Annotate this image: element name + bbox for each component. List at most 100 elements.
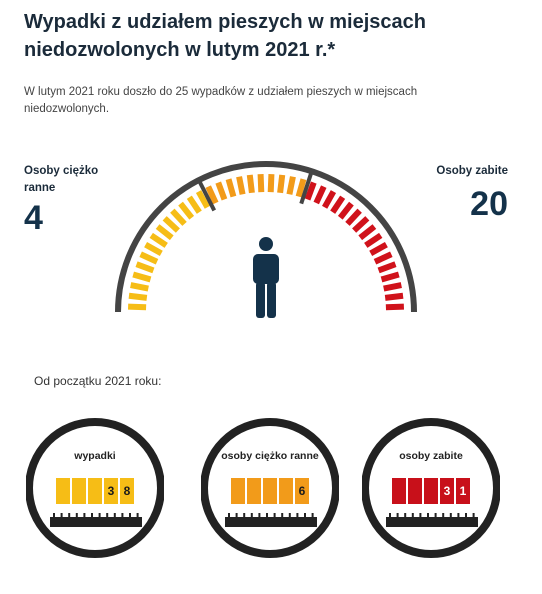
- digit-cell: [279, 478, 293, 504]
- right-stat-value: 20: [470, 185, 508, 223]
- ruler-tick: [434, 513, 437, 519]
- gauge-segment: [313, 185, 327, 205]
- ruler-tick: [129, 513, 131, 519]
- digit-cells: 6: [231, 478, 309, 504]
- gauge-segment: [130, 282, 149, 292]
- counter-label: wypadki: [74, 450, 116, 462]
- digit-cell: [392, 478, 406, 504]
- ruler-tick: [266, 513, 268, 517]
- gauge-segment: [236, 176, 246, 195]
- counter-3: osoby zabite 3 1: [362, 414, 500, 562]
- ruler-tick: [465, 513, 467, 519]
- ruler-tick: [121, 513, 124, 517]
- gauge-segment: [295, 178, 307, 198]
- ruler-tick: [457, 513, 460, 517]
- counter-label: osoby ciężko ranne: [221, 450, 319, 462]
- gauge-segment: [358, 224, 377, 241]
- ruler-tick: [427, 513, 429, 517]
- since-label: Od początku 2021 roku:: [34, 374, 162, 388]
- gauge-divider: [197, 179, 217, 212]
- gauge-segment: [384, 292, 404, 301]
- gauge-segment: [225, 178, 237, 198]
- gauge-segments: [127, 170, 405, 311]
- digit-cell: [263, 478, 277, 504]
- gauge: [115, 161, 417, 318]
- gauge-segment: [380, 271, 400, 283]
- gauge-segment: [128, 292, 148, 301]
- gauge-frame: [115, 161, 417, 313]
- digit-cell: [72, 478, 86, 504]
- counter-2: osoby ciężko ranne 6: [201, 414, 339, 562]
- digit-cell: 6: [295, 478, 309, 504]
- digit-cell: [88, 478, 102, 504]
- ruler-tick: [53, 513, 55, 519]
- gauge-segment: [127, 303, 147, 311]
- gauge-segment: [385, 303, 405, 311]
- gauge-segment: [132, 271, 152, 283]
- left-stat-label: Osoby ciężko ranne: [24, 165, 99, 194]
- gauge-segment: [337, 201, 354, 220]
- gauge-segment: [277, 174, 286, 194]
- gauge-segment: [286, 176, 296, 195]
- ruler-tick: [91, 513, 93, 517]
- gauge-segment: [155, 224, 174, 241]
- gauge-segment: [369, 241, 388, 256]
- ruler-tick: [243, 513, 246, 519]
- ruler-bar: [50, 517, 142, 527]
- ruler-tick: [288, 513, 291, 519]
- ruler-tick: [472, 513, 475, 517]
- right-stat-label: Osoby zabite: [436, 165, 508, 177]
- ruler-tick: [83, 513, 86, 519]
- gauge-segment: [149, 232, 168, 248]
- gauge-segment: [345, 208, 362, 226]
- ruler-tick: [442, 513, 445, 517]
- gauge-segment: [383, 282, 402, 292]
- gauge-segment: [373, 251, 393, 265]
- ruler-tick: [304, 513, 306, 519]
- ruler-tick: [60, 513, 63, 517]
- ruler-tick: [106, 513, 109, 517]
- gauge-segment: [304, 181, 317, 201]
- ruler-tick: [389, 513, 391, 519]
- ruler-tick: [250, 513, 253, 517]
- gauge-segment: [330, 195, 346, 214]
- ruler-bar: [386, 517, 478, 527]
- gauge-segment: [257, 173, 265, 193]
- gauge-segment: [135, 261, 155, 274]
- gauge-segment: [178, 201, 195, 220]
- digit-cell: [424, 478, 438, 504]
- ruler-tick: [281, 513, 284, 517]
- ruler-tick: [228, 513, 230, 519]
- gauge-segment: [377, 261, 397, 274]
- digit-cell: [247, 478, 261, 504]
- ruler-tick: [75, 513, 78, 517]
- digit-cell: 8: [120, 478, 134, 504]
- ruler-tick: [113, 513, 116, 519]
- gauge-divider: [299, 170, 314, 205]
- digit-cell: 1: [456, 478, 470, 504]
- description: W lutym 2021 roku doszło do 25 wypadków …: [24, 86, 418, 115]
- gauge-segment: [205, 185, 219, 205]
- digit-cell: [56, 478, 70, 504]
- ruler-tick: [296, 513, 299, 517]
- gauge-segment: [352, 216, 370, 233]
- gauge-segment: [364, 232, 383, 248]
- counter-label: osoby zabite: [399, 450, 463, 462]
- ruler-bar: [225, 517, 317, 527]
- digit-cell: [408, 478, 422, 504]
- ruler-tick: [449, 513, 452, 519]
- gauge-segment: [170, 208, 187, 226]
- left-stat-value: 4: [24, 199, 43, 237]
- gauge-segment: [162, 216, 180, 233]
- ruler-tick: [258, 513, 261, 519]
- ruler-tick: [273, 513, 276, 519]
- ruler-tick: [411, 513, 414, 517]
- ruler-tick: [311, 513, 314, 517]
- ruler-tick: [235, 513, 238, 517]
- ruler-tick: [404, 513, 407, 519]
- gauge-segment: [195, 190, 210, 209]
- gauge-segment: [215, 181, 228, 201]
- person-icon: [253, 237, 279, 318]
